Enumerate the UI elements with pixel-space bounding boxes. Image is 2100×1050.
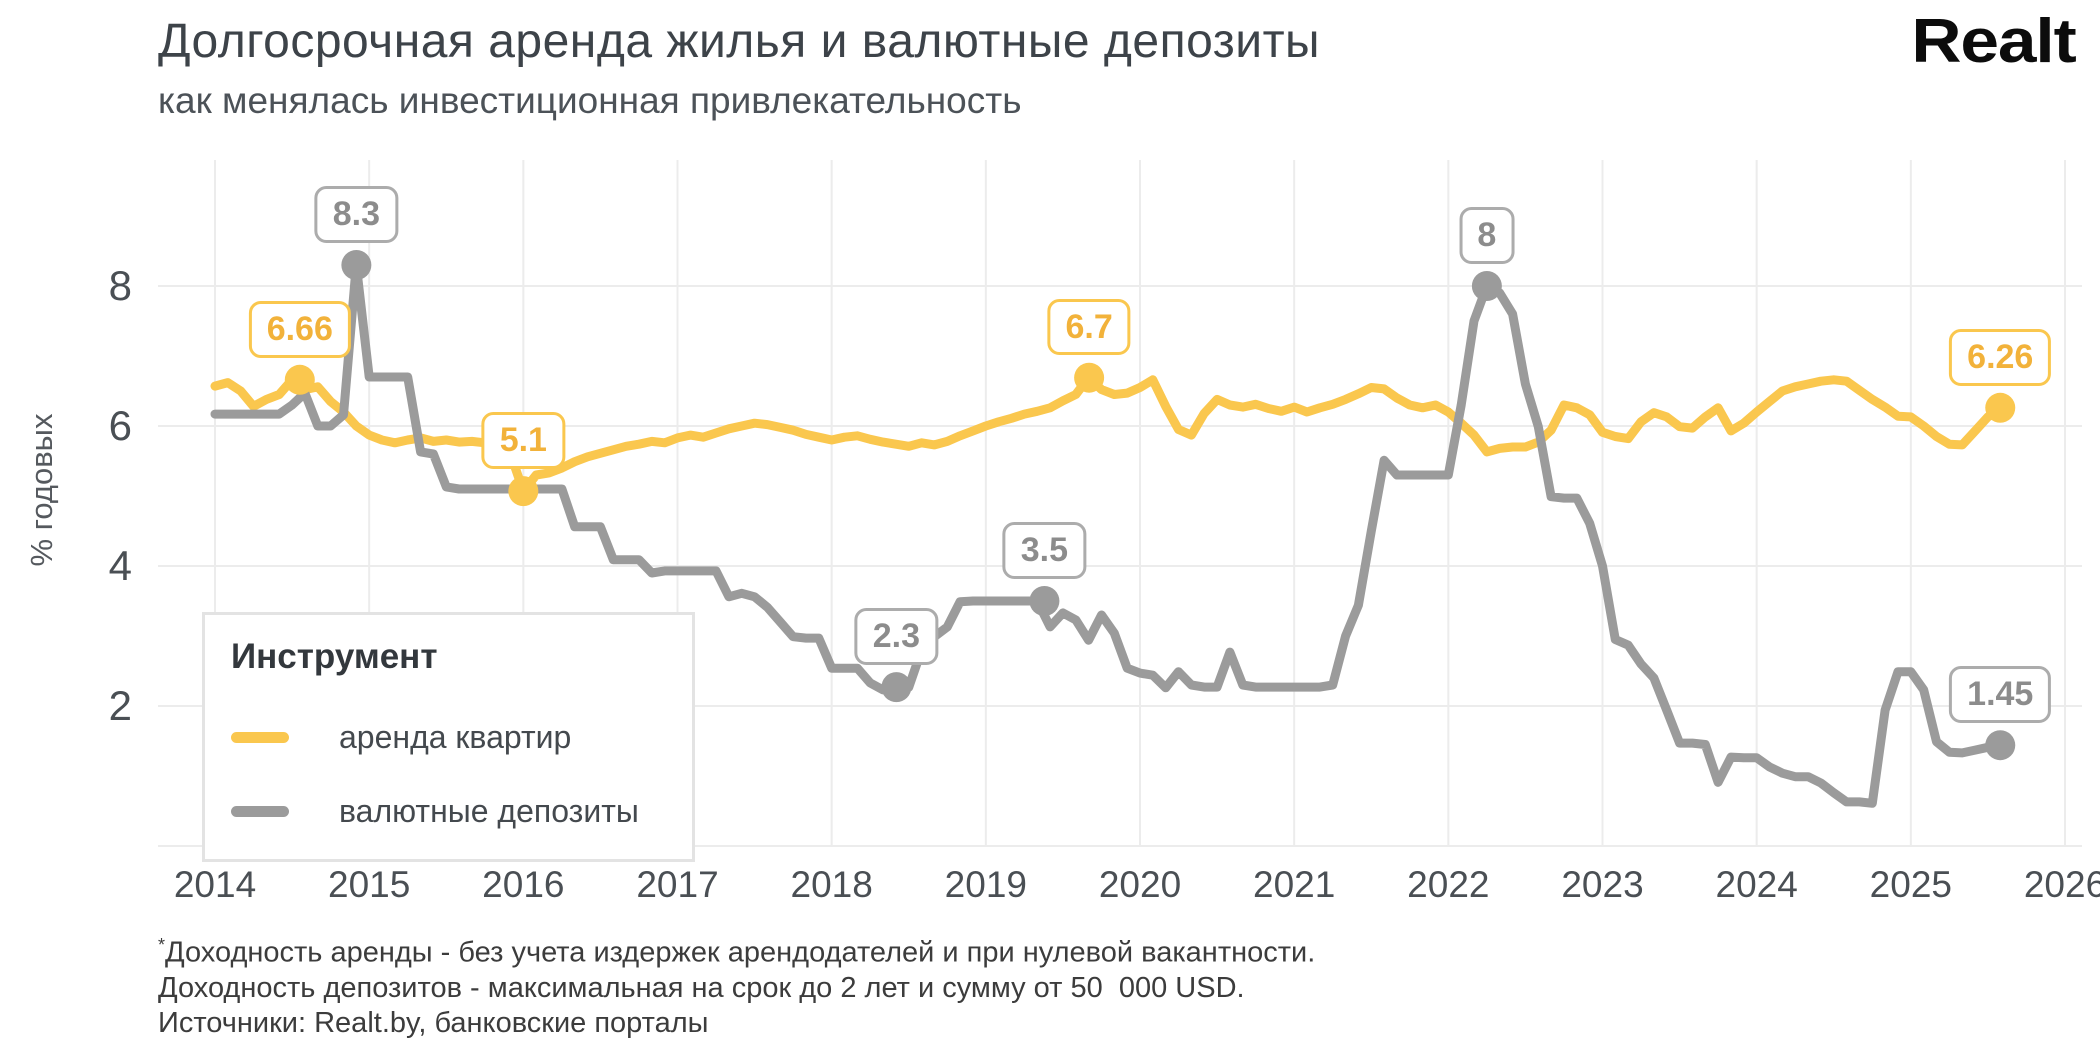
annotation-label-2.3: 2.3	[854, 608, 939, 665]
annotation-label-6.66: 6.66	[248, 300, 351, 358]
footnotes: *Доходность аренды - без учета издержек …	[158, 928, 1315, 1041]
annotation-label-6.26: 6.26	[1949, 328, 2052, 386]
footnote-line-2: Доходность депозитов - максимальная на с…	[158, 971, 1245, 1004]
data-dot-8.3	[341, 250, 372, 280]
legend-item-rent: аренда квартир	[231, 717, 571, 757]
footnote-line-1: *Доходность аренды - без учета издержек …	[158, 935, 1316, 969]
x-tick-2016: 2016	[482, 864, 565, 905]
data-dot-6.26	[1985, 392, 2016, 423]
page-subtitle: как менялась инвестиционная привлекатель…	[158, 80, 1022, 121]
y-tick-2: 2	[108, 682, 132, 729]
data-dot-8	[1471, 271, 1502, 301]
x-tick-2023: 2023	[1561, 864, 1644, 905]
legend-swatch-deposits	[231, 805, 289, 817]
x-tick-2019: 2019	[944, 864, 1027, 905]
data-dot-1.45	[1985, 730, 2016, 761]
x-tick-2025: 2025	[1869, 864, 1952, 905]
legend: Инструмент аренда квартир валютные депоз…	[202, 612, 695, 862]
annotation-label-8: 8	[1459, 207, 1515, 264]
y-tick-4: 4	[108, 542, 132, 589]
footnote-asterisk: *	[158, 935, 166, 955]
annotation-label-3.5: 3.5	[1002, 522, 1087, 579]
legend-label-deposits: валютные депозиты	[339, 792, 639, 829]
data-dot-3.5	[1029, 586, 1060, 616]
x-tick-2026: 2026	[2023, 864, 2100, 905]
footnote-line-3: Источники: Realt.by, банковские порталы	[158, 1006, 709, 1039]
legend-label-rent: аренда квартир	[339, 718, 572, 755]
legend-title: Инструмент	[231, 637, 438, 676]
x-tick-2014: 2014	[173, 864, 257, 905]
gridlines	[158, 160, 2082, 847]
x-tick-2021: 2021	[1253, 864, 1336, 905]
data-dot-2.3	[881, 672, 912, 703]
data-dot-6.66	[284, 364, 315, 395]
data-dot-6.7	[1074, 362, 1105, 393]
x-tick-2024: 2024	[1715, 864, 1798, 905]
x-tick-2018: 2018	[790, 864, 873, 905]
x-tick-2022: 2022	[1407, 864, 1490, 905]
x-tick-2015: 2015	[328, 864, 411, 905]
annotation-label-5.1: 5.1	[481, 412, 565, 469]
data-dot-5.1	[508, 476, 539, 507]
data-point-markers	[284, 250, 2016, 761]
y-tick-6: 6	[108, 402, 132, 449]
legend-item-deposits: валютные депозиты	[231, 791, 639, 831]
annotation-label-8.3: 8.3	[314, 186, 398, 243]
realt-logo: Realt	[1911, 7, 2077, 76]
x-tick-2017: 2017	[636, 864, 719, 905]
y-tick-8: 8	[108, 262, 132, 309]
x-tick-2020: 2020	[1098, 864, 1182, 905]
page-title: Долгосрочная аренда жилья и валютные деп…	[158, 15, 1321, 68]
legend-swatch-rent	[231, 731, 289, 743]
annotation-label-6.7: 6.7	[1047, 298, 1131, 356]
annotation-label-1.45: 1.45	[1949, 666, 2052, 723]
